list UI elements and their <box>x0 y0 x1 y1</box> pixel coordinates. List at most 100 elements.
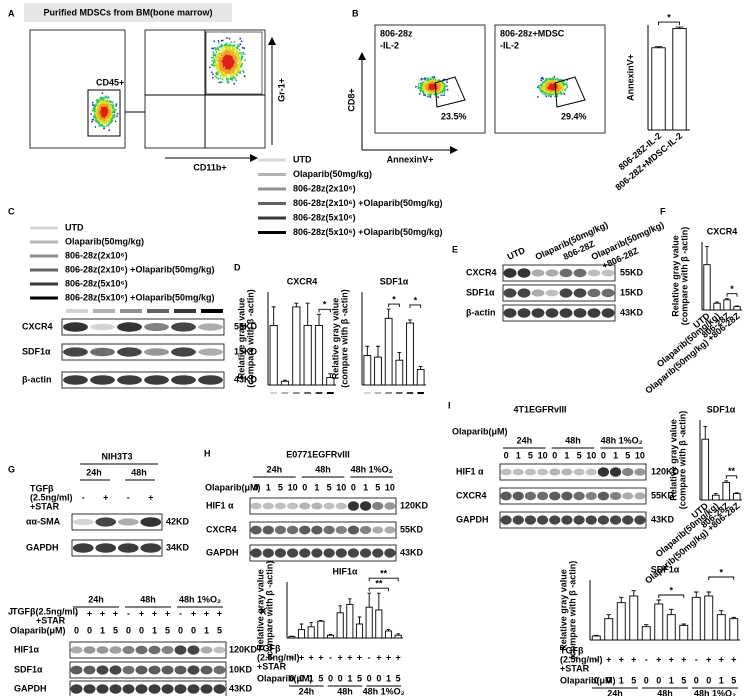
flow-dot <box>222 74 224 77</box>
label: 5 <box>165 625 170 635</box>
y-axis-label: Relative gray value <box>668 419 678 501</box>
flow-dot <box>228 71 231 74</box>
legend-label: 806-28z(5x10⁶) +Olaparib(50mg/kg) <box>65 292 214 302</box>
bar <box>384 630 393 639</box>
bar <box>629 595 639 641</box>
error-bar <box>724 480 729 483</box>
row-value: 5 <box>631 675 636 685</box>
flow-dot <box>97 105 100 108</box>
flow-dot <box>231 75 234 78</box>
error-bar <box>319 620 323 622</box>
label: 1 <box>516 450 521 460</box>
flow-dot <box>90 113 93 115</box>
blot-band <box>250 525 262 535</box>
significance-label: * <box>730 284 734 294</box>
flow-dot <box>95 117 97 120</box>
bar <box>292 306 301 386</box>
flow-dot <box>550 81 553 84</box>
flow-dot <box>236 74 239 77</box>
row-value: 1 <box>669 675 674 685</box>
row-value: - <box>368 652 371 662</box>
flow-dot <box>239 72 242 75</box>
blot-band <box>597 515 610 525</box>
flow-dot <box>437 79 440 81</box>
label: 4T1EGFRvIII <box>513 404 566 414</box>
bar <box>406 322 414 386</box>
blot-band <box>83 665 96 675</box>
flow-dot <box>105 107 108 110</box>
flow-dot <box>219 61 222 63</box>
bar <box>691 596 701 641</box>
blot-band <box>561 468 573 476</box>
blot-band <box>200 646 213 654</box>
error-bar <box>357 616 362 624</box>
flow-dot <box>553 75 556 78</box>
row-value: 0 <box>694 675 699 685</box>
error-bar <box>309 622 313 627</box>
blot-band <box>559 288 573 298</box>
flow-dot <box>224 57 227 59</box>
label: 43KD <box>400 547 424 557</box>
flow-dot <box>565 82 568 84</box>
flow-dot <box>232 59 235 62</box>
flow-dot <box>562 85 565 88</box>
flow-dot <box>560 89 563 92</box>
label: 10 <box>635 450 645 460</box>
blot-band <box>122 684 135 694</box>
bar <box>314 325 324 386</box>
flow-dot <box>99 112 101 115</box>
y-axis-label: (compare with β -actin) <box>339 289 349 388</box>
flow-dot <box>212 56 215 59</box>
flow-dot <box>242 69 245 72</box>
row-value: 5 <box>396 673 401 683</box>
flow-dot <box>234 73 237 76</box>
blot-strip <box>69 680 227 696</box>
significance-bracket <box>725 475 738 479</box>
flow-dot <box>225 37 228 39</box>
label: 806-28z+MDSC <box>500 28 565 38</box>
blot-band <box>503 288 517 298</box>
flow-dot <box>235 46 238 49</box>
flow-dot <box>240 40 243 43</box>
blot-band <box>561 491 573 501</box>
flow-dot <box>99 108 102 110</box>
flow-dot <box>227 77 230 80</box>
flow-plot-frame <box>29 29 126 149</box>
error-bar <box>656 599 661 604</box>
flow-dot <box>429 96 432 98</box>
blot-band <box>545 308 559 318</box>
chart-title: SDF1α <box>380 276 409 286</box>
label: 48h <box>131 467 147 477</box>
flow-dot <box>91 109 94 111</box>
blot-band <box>117 347 142 357</box>
flow-dot <box>542 81 545 84</box>
flow-dot <box>553 95 556 98</box>
flow-dot <box>556 93 559 96</box>
significance-bracket <box>708 576 735 580</box>
flow-dot <box>215 51 218 53</box>
label: 0 <box>504 450 509 460</box>
row-value: + <box>669 654 674 664</box>
blot-strip <box>499 463 647 481</box>
error-bar <box>725 298 729 300</box>
error-bar <box>348 598 352 605</box>
flow-dot <box>541 85 544 88</box>
blot-band <box>335 526 347 534</box>
label: 5 <box>577 450 582 460</box>
blot-band <box>187 665 200 675</box>
significance-label: * <box>323 300 327 310</box>
group-label: 24h <box>607 688 623 696</box>
flow-dot <box>237 45 240 48</box>
flow-dot <box>550 83 553 86</box>
flow-dot <box>91 120 93 123</box>
flow-dot <box>214 46 216 49</box>
significance-bracket <box>368 587 389 592</box>
label: 1 <box>363 482 368 492</box>
flow-dot <box>443 92 446 94</box>
blot-band <box>500 515 512 525</box>
flow-dot <box>211 76 214 79</box>
flow-dot <box>106 101 109 104</box>
flow-dot <box>97 100 100 103</box>
flow-dot <box>218 46 221 48</box>
flow-dot <box>429 77 432 80</box>
